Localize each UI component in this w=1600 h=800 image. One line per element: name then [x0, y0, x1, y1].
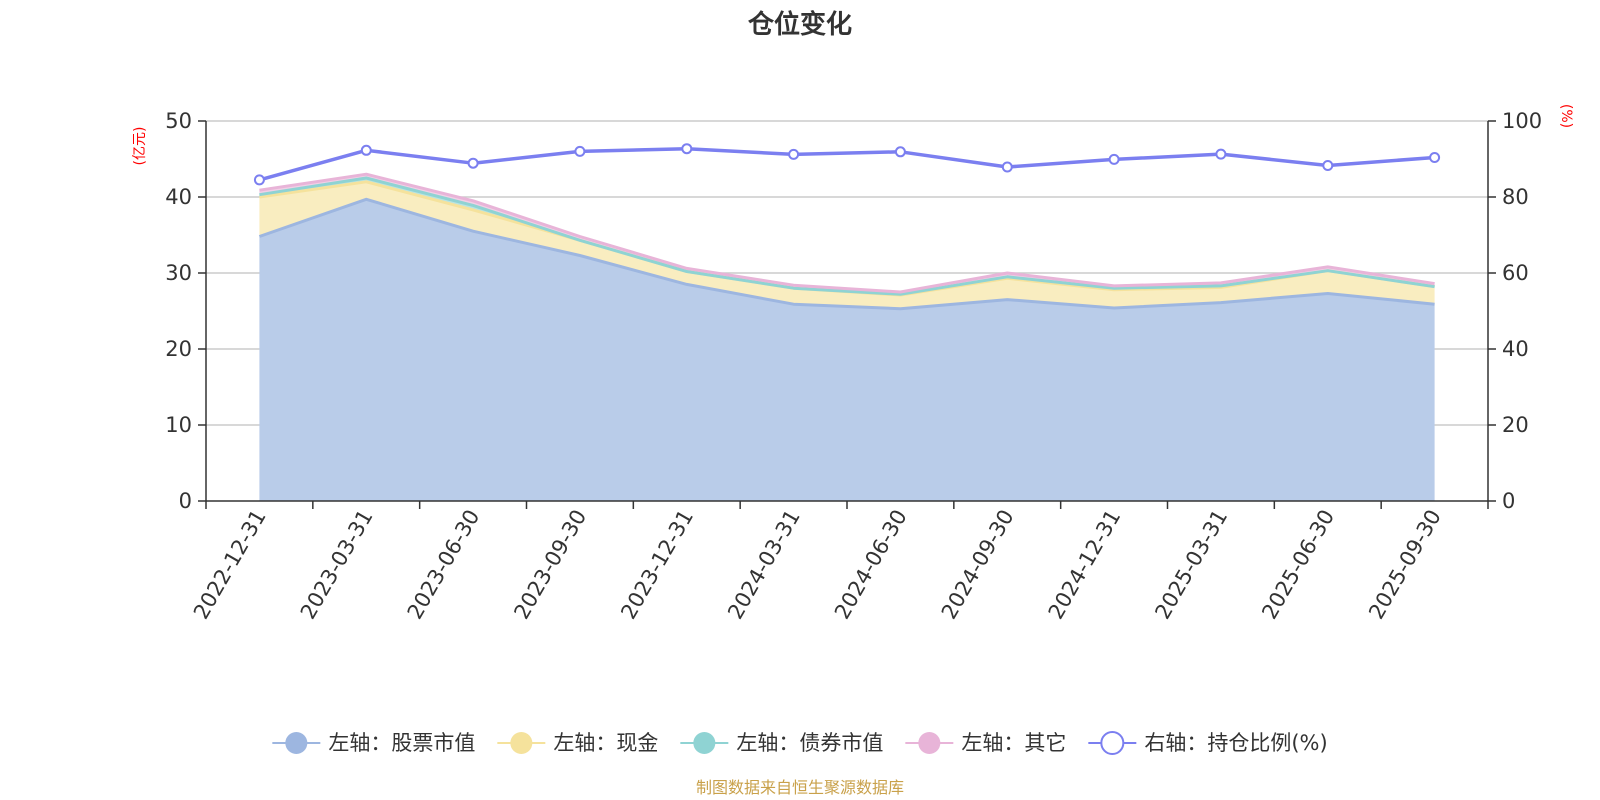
ratio-line-layer [253, 143, 1441, 186]
legend-swatch-dot [1100, 731, 1125, 755]
legend-item: 左轴：债券市值 [680, 731, 883, 755]
y-right-tick-label: 20 [1502, 413, 1529, 437]
x-tick-label: 2022-12-31 [189, 506, 271, 624]
x-tick-label: 2023-03-31 [296, 506, 378, 624]
area-fill [259, 199, 1435, 502]
area-series-line [258, 197, 1435, 311]
area-fill [259, 181, 1435, 309]
data-source-note: 制图数据来自恒生聚源数据库 [696, 778, 904, 797]
legend-label: 右轴：持仓比例(%) [1144, 731, 1327, 755]
legend-swatch-dot [693, 732, 716, 754]
ratio-point [788, 148, 800, 160]
y-left-tick-label: 0 [179, 489, 192, 513]
legend-label: 左轴：债券市值 [736, 731, 883, 755]
legend-item: 左轴：股票市值 [272, 731, 475, 755]
legend-swatch-dot [510, 732, 533, 754]
x-tick-label: 2024-09-30 [937, 506, 1019, 624]
x-tick-label: 2025-06-30 [1257, 506, 1339, 624]
legend-label: 左轴：其它 [961, 731, 1066, 755]
ratio-point [1001, 161, 1013, 173]
ratio-point [681, 143, 693, 155]
area-series-layer [258, 172, 1435, 502]
legend-swatch-dot [918, 732, 941, 754]
ratio-point [467, 157, 479, 169]
x-tick-label: 2025-03-31 [1150, 506, 1232, 624]
y-right-tick-label: 0 [1502, 489, 1515, 513]
ratio-line [258, 146, 1435, 182]
y-right-unit-label: (%) [1558, 104, 1574, 128]
y-right-tick-label: 60 [1502, 261, 1529, 285]
y-left-unit-label: (亿元) [132, 127, 148, 166]
x-tick-label: 2024-12-31 [1044, 506, 1126, 624]
ratio-point [1429, 152, 1441, 163]
area-series-line [259, 172, 1435, 294]
legend-item: 左轴：现金 [497, 731, 658, 755]
area-series-line [259, 176, 1435, 296]
x-tick-label: 2025-09-30 [1364, 506, 1446, 624]
x-tick-label: 2023-06-30 [403, 506, 485, 624]
y-right-tick-label: 100 [1502, 109, 1542, 133]
legend-item: 右轴：持仓比例(%) [1088, 731, 1328, 755]
x-tick-label: 2023-09-30 [509, 506, 591, 624]
ratio-point [253, 174, 265, 186]
ratio-point [1108, 153, 1120, 165]
x-tick-label: 2024-06-30 [830, 506, 912, 624]
y-right-tick-label: 80 [1502, 185, 1529, 209]
ratio-point [1322, 160, 1334, 171]
y-left-tick-label: 30 [165, 261, 192, 285]
x-tick-label: 2023-12-31 [616, 506, 698, 624]
y-left-tick-label: 50 [165, 109, 192, 133]
legend: 左轴：股票市值 左轴：现金 左轴：债券市值 左轴：其它 右轴：持仓比例(%) [272, 731, 1328, 755]
x-tick-label: 2024-03-31 [723, 506, 805, 624]
ratio-point [894, 146, 906, 158]
y-right-tick-label: 40 [1502, 337, 1529, 361]
legend-label: 左轴：股票市值 [328, 731, 475, 755]
ratio-point [574, 145, 586, 157]
legend-item: 左轴：其它 [905, 731, 1066, 755]
chart-title: 仓位变化 [747, 9, 852, 40]
y-left-tick-label: 10 [165, 413, 192, 437]
ratio-point [360, 144, 372, 156]
y-left-tick-label: 40 [165, 185, 192, 209]
legend-label: 左轴：现金 [553, 731, 658, 755]
ratio-point [1215, 148, 1227, 160]
y-left-tick-label: 20 [165, 337, 192, 361]
legend-swatch-dot [285, 732, 308, 754]
